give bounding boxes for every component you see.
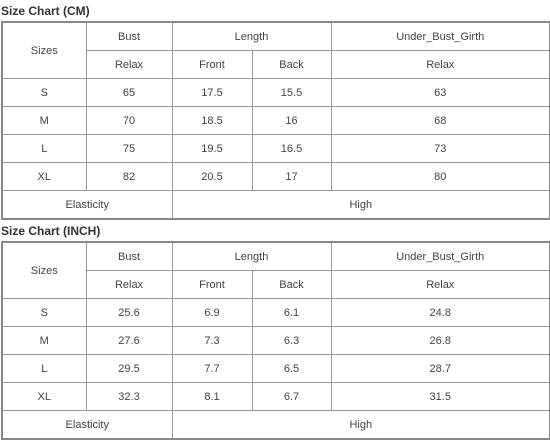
data-cell: 24.8 [330, 298, 550, 327]
data-cell: 6.9 [171, 298, 253, 327]
data-cell: 65 [85, 78, 173, 107]
data-cell: 17.5 [171, 78, 253, 107]
data-cell: 7.3 [171, 326, 253, 355]
data-cell: 16.5 [251, 134, 332, 163]
data-cell: S [1, 78, 87, 107]
header-cell: Under_Bust_Girth [330, 241, 550, 271]
size-table: Sizes Bust Length Under_Bust_Girth Relax Fron… [1, 21, 550, 220]
subheader-cell: Relax [85, 270, 173, 299]
data-cell: XL [1, 382, 87, 411]
data-cell: 25.6 [85, 298, 173, 327]
data-cell: M [1, 326, 87, 355]
data-cell: 73 [330, 134, 550, 163]
data-row: XL 82 20.5 17 80 [1, 162, 550, 191]
data-cell: 6.1 [251, 298, 332, 327]
size-table: Sizes Bust Length Under_Bust_Girth Relax Fron… [1, 241, 550, 440]
subheader-cell: Relax [330, 50, 550, 79]
data-cell: 31.5 [330, 382, 550, 411]
data-row: S 65 17.5 15.5 63 [1, 78, 550, 107]
data-cell: 19.5 [171, 134, 253, 163]
data-cell: 68 [330, 106, 550, 135]
data-cell: 6.5 [251, 354, 332, 383]
header-cell: Bust [85, 21, 173, 51]
table-title: Size Chart (CM) [1, 4, 90, 18]
subheader-cell: Relax [330, 270, 550, 299]
data-cell: 16 [251, 106, 332, 135]
data-cell: 17 [251, 162, 332, 191]
data-cell: S [1, 298, 87, 327]
header-row: Sizes Bust Length Under_Bust_Girth [1, 241, 550, 299]
data-row: S 25.6 6.9 6.1 24.8 [1, 298, 550, 327]
data-cell: L [1, 354, 87, 383]
data-cell: 29.5 [85, 354, 173, 383]
footer-row: Elasticity High [1, 410, 550, 440]
data-row: L 29.5 7.7 6.5 28.7 [1, 354, 550, 383]
subheader-cell: Back [251, 270, 332, 299]
subheader-row: Relax Front Back Relax [2, 270, 550, 299]
data-cell: M [1, 106, 87, 135]
data-cell: 6.7 [251, 382, 332, 411]
header-cell: Bust [85, 241, 173, 271]
data-row: M 27.6 7.3 6.3 26.8 [1, 326, 550, 355]
data-cell: 15.5 [251, 78, 332, 107]
header-cell: Under_Bust_Girth [330, 21, 550, 51]
footer-cell: High [171, 410, 550, 440]
data-cell: 70 [85, 106, 173, 135]
data-cell: 7.7 [171, 354, 253, 383]
data-row: L 75 19.5 16.5 73 [1, 134, 550, 163]
data-cell: 75 [85, 134, 173, 163]
data-cell: 8.1 [171, 382, 253, 411]
data-cell: L [1, 134, 87, 163]
data-cell: 18.5 [171, 106, 253, 135]
footer-cell: Elasticity [1, 410, 173, 440]
data-cell: 27.6 [85, 326, 173, 355]
footer-cell: Elasticity [1, 190, 173, 220]
subheader-row: Relax Front Back Relax [2, 50, 550, 79]
header-cell: Length [171, 21, 332, 51]
header-row: Sizes Bust Length Under_Bust_Girth [1, 21, 550, 79]
data-cell: 26.8 [330, 326, 550, 355]
footer-cell: High [171, 190, 550, 220]
data-cell: 6.3 [251, 326, 332, 355]
data-cell: 80 [330, 162, 550, 191]
data-cell: XL [1, 162, 87, 191]
subheader-cell: Front [171, 270, 253, 299]
subheader-cell: Relax [85, 50, 173, 79]
data-cell: 20.5 [171, 162, 253, 191]
header-cell: Sizes [1, 21, 87, 79]
header-cell: Sizes [1, 241, 87, 299]
data-cell: 82 [85, 162, 173, 191]
data-cell: 32.3 [85, 382, 173, 411]
header-cell: Length [171, 241, 332, 271]
data-cell: 28.7 [330, 354, 550, 383]
subheader-cell: Front [171, 50, 253, 79]
table-title: Size Chart (INCH) [1, 224, 101, 238]
footer-row: Elasticity High [1, 190, 550, 220]
subheader-cell: Back [251, 50, 332, 79]
data-cell: 63 [330, 78, 550, 107]
data-row: XL 32.3 8.1 6.7 31.5 [1, 382, 550, 411]
data-row: M 70 18.5 16 68 [1, 106, 550, 135]
